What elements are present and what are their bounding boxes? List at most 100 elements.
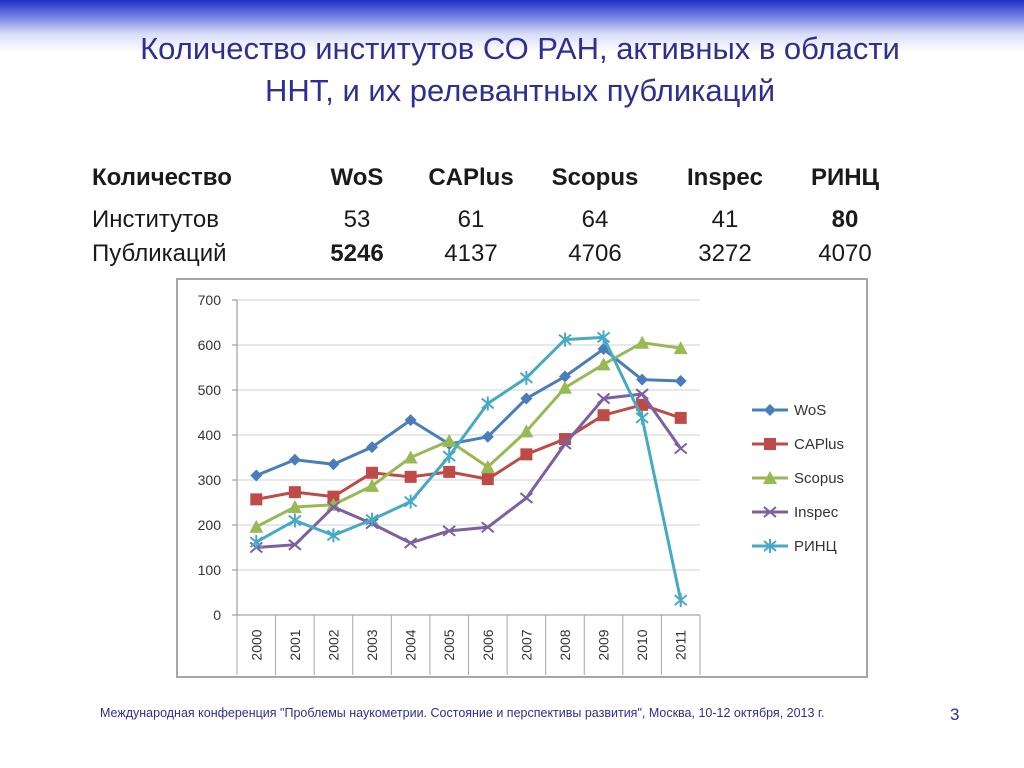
- x-tick-label: 2005: [441, 629, 457, 660]
- stats-header-inspec: Inspec: [686, 164, 764, 191]
- title-line-1: Количество институтов СО РАН, активных в…: [140, 31, 900, 66]
- legend-label: CAPlus: [794, 436, 844, 453]
- x-tick-label: 2003: [364, 629, 380, 660]
- x-tick-label: 2011: [673, 630, 689, 660]
- stats-cell: 4137: [444, 240, 498, 267]
- data-point: [442, 525, 456, 537]
- series-line-1: [256, 403, 682, 501]
- legend-label: РИНЦ: [794, 538, 837, 555]
- y-tick-label: 400: [198, 427, 222, 443]
- legend-label: Scopus: [794, 470, 844, 487]
- stats-header-label: Количество: [92, 164, 232, 191]
- data-point: [636, 398, 649, 411]
- data-point: [520, 392, 533, 405]
- footer-text: Международная конференция "Проблемы наук…: [100, 706, 825, 720]
- x-tick-label: 2001: [287, 629, 303, 660]
- stats-row-publications: Публикаций 5246 4137 4706 3272 4070: [92, 237, 900, 271]
- legend-label: Inspec: [794, 504, 839, 521]
- data-point: [558, 332, 572, 347]
- legend-marker: [764, 438, 776, 450]
- data-point: [249, 519, 264, 533]
- data-point: [481, 521, 495, 534]
- legend-label: WoS: [794, 402, 826, 419]
- legend-marker: [763, 471, 777, 484]
- data-point: [519, 424, 534, 438]
- x-tick-label: 2004: [403, 629, 419, 660]
- legend-marker: [763, 506, 777, 518]
- data-point: [404, 414, 417, 427]
- data-point: [519, 492, 534, 504]
- x-tick-label: 2008: [557, 629, 573, 660]
- page-number: 3: [950, 705, 960, 724]
- y-tick-label: 500: [198, 382, 222, 398]
- x-tick-label: 2009: [596, 629, 612, 660]
- data-point: [250, 469, 263, 482]
- data-point: [635, 335, 650, 349]
- stats-cell: 41: [711, 206, 739, 233]
- data-point: [481, 473, 494, 486]
- stats-cell: 61: [457, 206, 485, 233]
- y-tick-label: 700: [198, 292, 222, 308]
- data-point: [674, 375, 687, 387]
- data-point: [442, 449, 456, 464]
- stats-row-institutes: Институтов 53 61 64 41 80: [92, 203, 900, 237]
- data-point: [596, 330, 611, 345]
- stats-cell: 80: [831, 206, 859, 233]
- data-point: [596, 357, 611, 371]
- data-point: [519, 370, 534, 385]
- stats-header-row: Количество WoS CAPlus Scopus Inspec РИНЦ: [92, 160, 900, 196]
- y-tick-label: 300: [198, 472, 222, 488]
- stats-row-label: Публикаций: [92, 240, 227, 267]
- data-point: [288, 513, 302, 528]
- data-point: [403, 537, 418, 549]
- stats-header-rinc: РИНЦ: [810, 164, 880, 191]
- data-point: [288, 539, 302, 551]
- data-point: [442, 433, 457, 447]
- data-point: [326, 501, 341, 513]
- data-point: [557, 380, 572, 394]
- data-point: [366, 441, 379, 454]
- y-tick-label: 600: [198, 337, 222, 353]
- data-point: [250, 493, 263, 506]
- y-tick-label: 200: [198, 517, 222, 533]
- data-point: [558, 438, 572, 450]
- series-line-4: [255, 335, 683, 601]
- x-tick-label: 2000: [248, 629, 264, 660]
- data-point: [674, 411, 687, 424]
- data-point: [481, 430, 494, 443]
- data-point: [635, 410, 649, 425]
- data-point: [365, 478, 380, 492]
- legend-marker: [764, 404, 776, 416]
- data-point: [480, 459, 495, 473]
- series-line-3: [256, 392, 682, 549]
- data-point: [520, 448, 533, 461]
- data-point: [403, 494, 418, 509]
- stats-header-caplus: CAPlus: [428, 164, 514, 191]
- stats-row-label: Институтов: [92, 206, 219, 233]
- x-tick-label: 2007: [518, 629, 534, 660]
- y-tick-label: 100: [198, 562, 222, 578]
- data-point: [596, 392, 611, 405]
- data-point: [443, 465, 456, 478]
- data-point: [288, 453, 301, 466]
- data-point: [558, 370, 571, 383]
- data-point: [327, 458, 340, 471]
- legend-marker: [763, 539, 777, 553]
- y-tick-label: 0: [213, 607, 221, 623]
- data-point: [287, 500, 302, 513]
- data-point: [674, 593, 688, 608]
- data-point: [674, 442, 688, 455]
- data-point: [597, 409, 610, 422]
- data-point: [288, 486, 301, 499]
- data-point: [326, 528, 341, 543]
- data-point: [636, 373, 649, 386]
- stats-cell: 53: [343, 206, 371, 233]
- stats-header-wos: WoS: [330, 164, 384, 191]
- data-point: [403, 450, 418, 464]
- stats-cell: 5246: [330, 240, 384, 267]
- stats-cell: 3272: [698, 240, 752, 267]
- data-point: [635, 388, 649, 400]
- x-tick-label: 2006: [480, 629, 496, 660]
- x-tick-label: 2010: [634, 629, 650, 660]
- data-point: [249, 535, 263, 550]
